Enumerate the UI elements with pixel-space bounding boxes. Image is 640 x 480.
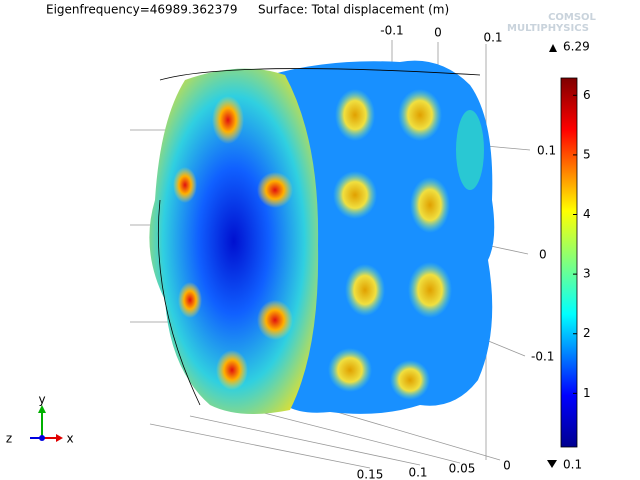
colorbar-min: 0.1 — [563, 458, 582, 472]
colorbar-tick-label: 6 — [583, 88, 591, 102]
title: Eigenfrequency=46989.362379 — [46, 3, 238, 17]
axis-tick-label: 0 — [434, 26, 442, 40]
colorbar-gradient — [560, 77, 578, 448]
logo: MULTIPHYSICS — [507, 23, 589, 34]
logo: COMSOL — [548, 12, 596, 23]
colorbar-tick-label: 5 — [583, 147, 591, 161]
colorbar-tick-label: 3 — [583, 267, 591, 281]
axis-tick-label: -0.1 — [531, 350, 554, 364]
triad-label: x — [66, 432, 73, 446]
axis-tick-label: 0.05 — [449, 462, 476, 476]
axis-tick-label: 0.1 — [408, 466, 427, 480]
axis-tick-label: 0.1 — [483, 31, 502, 45]
surface — [149, 60, 495, 415]
triad-label: z — [6, 432, 12, 446]
colorbar-tick-label: 4 — [583, 207, 591, 221]
axis-tick-label: -0.1 — [380, 24, 403, 38]
axis-tick-label: 0 — [539, 248, 547, 262]
triad — [30, 405, 63, 442]
colorbar-tick-label: 1 — [583, 386, 591, 400]
axis-tick-label: 0 — [503, 459, 511, 473]
colorbar-max: 6.29 — [563, 40, 590, 54]
subtitle: Surface: Total displacement (m) — [258, 3, 449, 17]
colorbar-tick-label: 2 — [583, 326, 591, 340]
triad-label: y — [38, 393, 45, 407]
axis-tick-label: 0.1 — [537, 144, 556, 158]
axis-tick-label: 0.15 — [357, 468, 384, 480]
colorbar — [547, 44, 557, 468]
